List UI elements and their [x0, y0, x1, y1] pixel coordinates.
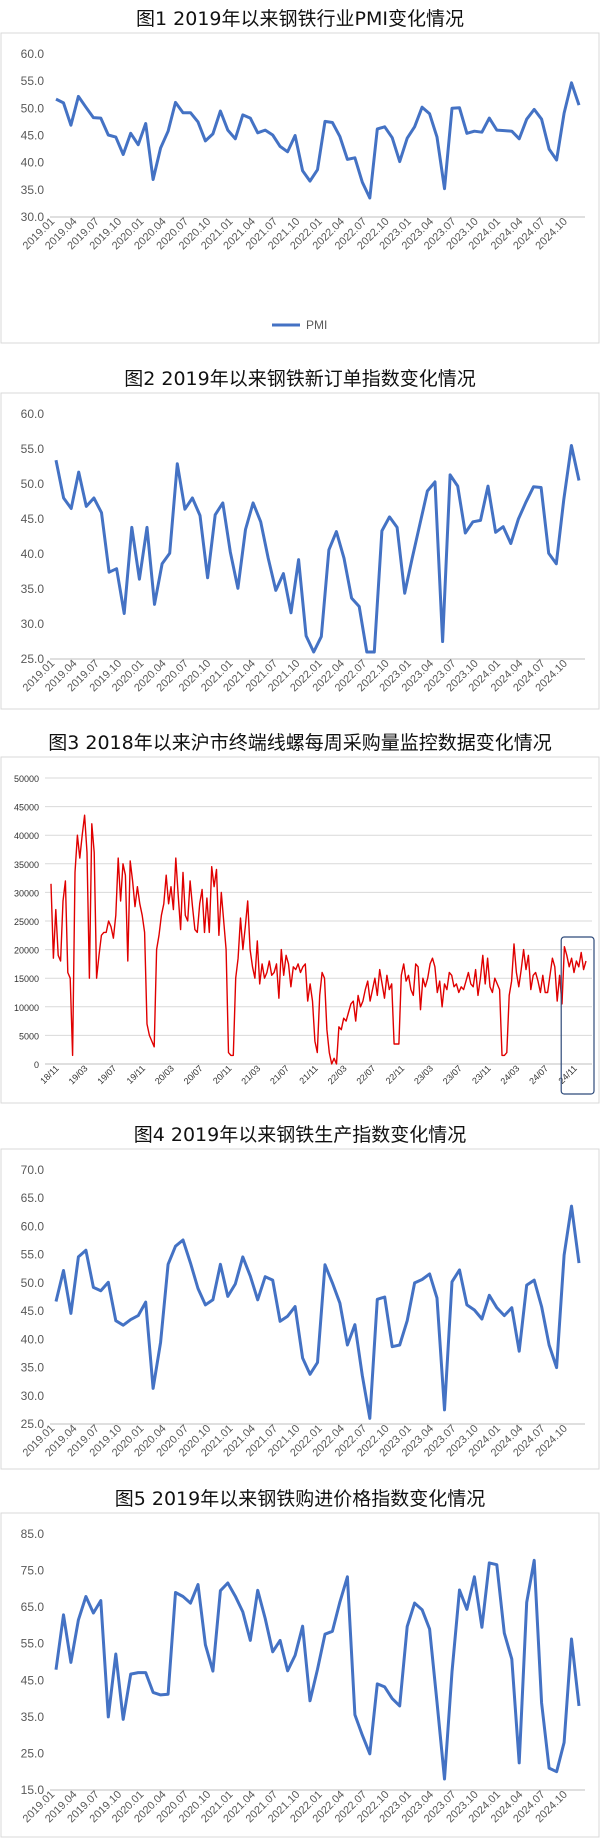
fig5-frame: [0, 1512, 600, 1838]
fig3-ytick-label: 45000: [14, 803, 39, 813]
fig5-ytick-label: 35.0: [21, 1710, 45, 1724]
fig3-xtick-label: 22/07: [354, 1063, 377, 1086]
fig1-legend-label: PMI: [306, 318, 327, 332]
fig1-ytick-label: 40.0: [21, 156, 45, 170]
fig4-ytick-label: 70.0: [21, 1163, 45, 1177]
fig3-ytick-label: 35000: [14, 860, 39, 870]
fig3-xtick-label: 19/03: [67, 1063, 90, 1086]
fig3-xtick-label: 19/11: [125, 1063, 148, 1086]
fig3-series-line: [50, 814, 587, 1065]
fig4-ytick-label: 35.0: [21, 1361, 45, 1375]
fig3-xtick-label: 21/11: [297, 1063, 320, 1086]
fig3-chart: 0 5000 10000 15000 20000 25000 30000 35000 40000…: [0, 756, 600, 1104]
fig3-xtick-label: 22/03: [326, 1063, 349, 1086]
fig2-ytick-label: 40.0: [21, 547, 45, 561]
fig1-ytick-label: 60.0: [21, 47, 45, 61]
fig4-ytick-label: 45.0: [21, 1304, 45, 1318]
fig3-xtick-label: 20/07: [182, 1063, 205, 1086]
fig2-ytick-label: 35.0: [21, 582, 45, 596]
fig4-ytick-label: 55.0: [21, 1248, 45, 1262]
fig1-series-line: [55, 81, 581, 200]
fig3-ytick-label: 10000: [14, 1003, 39, 1013]
fig3-xtick-label: 19/07: [95, 1063, 118, 1086]
fig3-xtick-label: 20/11: [211, 1063, 234, 1086]
fig4-ytick-label: 65.0: [21, 1191, 45, 1205]
fig4-ytick-label: 40.0: [21, 1332, 45, 1346]
fig3-ytick-label: 25000: [14, 917, 39, 927]
fig3-xtick-label: 24/11: [556, 1063, 579, 1086]
fig2-ytick-label: 55.0: [21, 442, 45, 456]
fig3-title: 图3 2018年以来沪市终端线螺每周采购量监控数据变化情况: [48, 732, 552, 754]
fig5-ytick-label: 65.0: [21, 1600, 45, 1614]
fig2-ytick-label: 30.0: [21, 617, 45, 631]
fig2-ytick-label: 45.0: [21, 512, 45, 526]
fig4-ytick-label: 30.0: [21, 1389, 45, 1403]
fig4-ytick-label: 60.0: [21, 1219, 45, 1233]
fig3-xtick-label: 21/07: [268, 1063, 291, 1086]
fig3-ytick-label: 20000: [14, 946, 39, 956]
fig3-ytick-label: 40000: [14, 831, 39, 841]
fig1-frame: [0, 32, 600, 344]
fig5-ytick-label: 25.0: [21, 1746, 45, 1760]
fig4-frame: [0, 1148, 600, 1470]
fig4-chart: 25.0 30.0 35.0 40.0 45.0 50.0 55.0 60.0 65.0 70.0…: [0, 1148, 600, 1470]
fig3-ytick-label: 15000: [14, 974, 39, 984]
fig5-ytick-label: 45.0: [21, 1673, 45, 1687]
fig3-xtick-label: 23/11: [470, 1063, 493, 1086]
fig5-ytick-label: 15.0: [21, 1783, 45, 1797]
fig3-xtick-label: 22/11: [384, 1063, 407, 1086]
fig4-ytick-label: 50.0: [21, 1276, 45, 1290]
fig1-chart: 30.035.040.045.050.055.060.02019.012019.…: [0, 32, 600, 344]
fig4-series-line: [54, 1204, 581, 1420]
fig5-ytick-label: 75.0: [21, 1564, 45, 1578]
fig2-ytick-label: 60.0: [21, 407, 45, 421]
fig3-xtick-label: 21/03: [239, 1063, 262, 1086]
fig4-ytick-label: 25.0: [21, 1417, 45, 1431]
fig5-ytick-label: 85.0: [21, 1527, 45, 1541]
fig3-frame: [0, 756, 600, 1104]
fig5-series-line: [54, 1558, 581, 1781]
fig4-title: 图4 2019年以来钢铁生产指数变化情况: [133, 1124, 467, 1146]
fig3-ytick-label: 0: [34, 1060, 39, 1070]
fig1-title: 图1 2019年以来钢铁行业PMI变化情况: [136, 8, 464, 30]
fig3-xtick-label: 24/07: [527, 1063, 550, 1086]
fig3-xtick-label: 23/07: [441, 1063, 464, 1086]
fig1-ytick-label: 55.0: [21, 74, 45, 88]
fig1-ytick-label: 50.0: [21, 101, 45, 115]
fig2-series-line: [54, 444, 581, 654]
fig2-title: 图2 2019年以来钢铁新订单指数变化情况: [124, 368, 476, 390]
fig3-ytick-label: 50000: [14, 774, 39, 784]
fig2-frame: [0, 392, 600, 710]
fig5-ytick-label: 55.0: [21, 1637, 45, 1651]
fig2-ytick-label: 25.0: [21, 652, 45, 666]
fig3-xtick-label: 18/11: [38, 1063, 61, 1086]
fig3-xtick-label: 24/03: [498, 1063, 521, 1086]
fig5-title: 图5 2019年以来钢铁购进价格指数变化情况: [114, 1488, 486, 1510]
fig3-highlight-box: [560, 936, 595, 1095]
fig3-xtick-label: 20/03: [153, 1063, 176, 1086]
fig3-xtick-label: 23/03: [412, 1063, 435, 1086]
fig5-chart: 15.025.035.045.055.065.075.085.02019.012…: [0, 1512, 600, 1838]
fig3-ytick-label: 30000: [14, 888, 39, 898]
fig1-ytick-label: 35.0: [21, 183, 45, 197]
fig2-chart: 25.030.035.040.045.050.055.060.02019.012…: [0, 392, 600, 710]
fig1-ytick-label: 30.0: [21, 210, 45, 224]
fig3-ytick-label: 5000: [19, 1031, 39, 1041]
fig1-legend: PMI: [272, 318, 327, 332]
fig2-ytick-label: 50.0: [21, 477, 45, 491]
fig1-ytick-label: 45.0: [21, 129, 45, 143]
